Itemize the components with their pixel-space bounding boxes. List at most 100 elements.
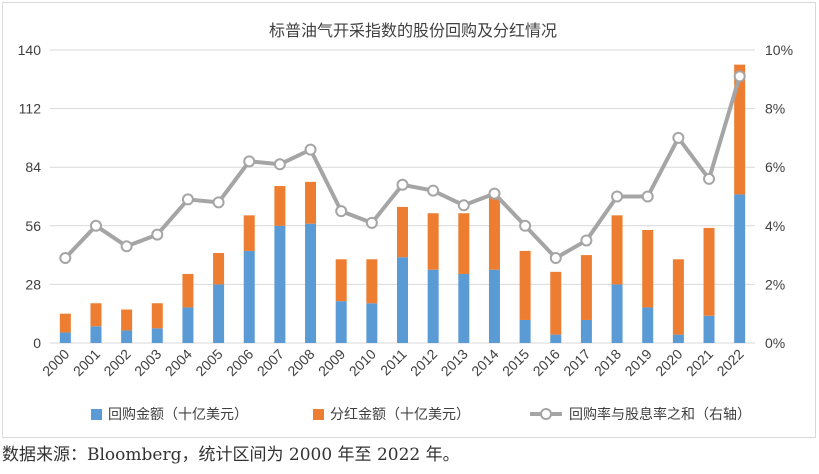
bar-dividend: [734, 64, 746, 195]
legend-label-buyback: 回购金额（十亿美元）: [108, 407, 248, 423]
x-tick-label: 2008: [284, 346, 317, 379]
bar-dividend: [335, 259, 347, 302]
bar-buyback: [488, 269, 500, 343]
x-tick-label: 2018: [591, 346, 624, 379]
bar-buyback: [305, 223, 317, 343]
ratio-point: [733, 70, 746, 83]
x-tick-label: 2010: [346, 346, 379, 379]
bar-dividend: [672, 259, 684, 335]
x-tick-label: 2012: [407, 346, 440, 379]
ratio-point: [457, 199, 470, 212]
x-tick-label: 2016: [530, 346, 563, 379]
ratio-point: [304, 143, 317, 156]
bar-dividend: [305, 181, 317, 224]
bar-dividend: [397, 206, 408, 258]
ratio-point: [59, 252, 72, 265]
source-note: 数据来源：Bloomberg，统计区间为 2000 年至 2022 年。: [2, 445, 460, 465]
bar-dividend: [519, 250, 531, 320]
ratio-point: [549, 252, 562, 265]
legend-label-ratio: 回购率与股息率之和（右轴）: [569, 406, 751, 423]
bar-buyback: [274, 225, 286, 343]
bar-buyback: [672, 334, 684, 343]
ratio-point: [243, 155, 256, 168]
bar-dividend: [703, 227, 715, 316]
x-tick-label: 2009: [315, 346, 348, 379]
ratio-line: [59, 70, 746, 265]
right-tick-label: 2%: [765, 276, 785, 292]
bar-dividend: [59, 313, 71, 333]
legend-swatch-dividend: [313, 409, 324, 420]
x-tick-label: 2011: [377, 346, 410, 379]
bar-dividend: [366, 259, 378, 304]
bar-buyback: [397, 257, 408, 343]
bar-dividend: [90, 303, 102, 327]
x-tick-label: 2022: [713, 346, 746, 379]
bar-dividend: [427, 213, 439, 270]
ratio-point: [703, 172, 716, 185]
bar-buyback: [458, 273, 470, 343]
ratio-point: [672, 131, 685, 144]
x-tick-label: 2004: [162, 346, 195, 379]
bar-buyback: [151, 328, 163, 343]
x-axis-ticks: 2000200120022003200420052006200720082009…: [39, 346, 747, 379]
ratio-point: [519, 219, 532, 232]
ratio-point: [89, 219, 102, 232]
chart-title: 标普油气开采指数的股份回购及分红情况: [269, 21, 557, 40]
bar-buyback: [90, 326, 102, 343]
ratio-point: [611, 190, 624, 203]
right-tick-label: 6%: [765, 159, 785, 175]
ratio-point: [641, 190, 654, 203]
ratio-point: [365, 216, 378, 229]
bar-buyback: [427, 269, 439, 343]
ratio-point: [580, 234, 593, 247]
x-tick-label: 2002: [100, 346, 133, 379]
left-tick-label: 28: [25, 276, 41, 292]
x-tick-label: 2000: [39, 346, 72, 379]
ratio-point: [273, 158, 286, 171]
legend: 回购金额（十亿美元） 分红金额（十亿美元） 回购率与股息率之和（右轴）: [91, 406, 751, 423]
x-tick-label: 2015: [499, 346, 532, 379]
bar-buyback: [59, 332, 71, 343]
left-axis-ticks: 0 28 56 84 112 140: [18, 42, 42, 351]
bar-dividend: [458, 213, 470, 274]
bar-buyback: [550, 334, 562, 343]
x-tick-label: 2001: [70, 346, 103, 379]
x-tick-label: 2003: [131, 346, 164, 379]
x-tick-label: 2021: [683, 346, 716, 379]
bar-dividend: [274, 186, 286, 226]
right-tick-label: 4%: [765, 218, 785, 234]
ratio-point: [488, 187, 501, 200]
x-tick-label: 2013: [438, 346, 471, 379]
chart-canvas: 标普油气开采指数的股份回购及分红情况 0 28 56 84 112 140 0% 2% 4% 6…: [18, 21, 793, 423]
left-tick-label: 0: [33, 335, 41, 351]
right-axis-ticks: 0% 2% 4% 6% 8% 10%: [765, 42, 793, 351]
bar-buyback: [366, 303, 378, 343]
bar-dividend: [611, 215, 623, 285]
bar-buyback: [642, 307, 654, 343]
bar-buyback: [519, 319, 531, 343]
x-tick-label: 2006: [223, 346, 256, 379]
bar-dividend: [550, 271, 562, 335]
x-tick-label: 2007: [254, 346, 287, 379]
bar-dividend: [213, 253, 225, 285]
bar-buyback: [611, 284, 623, 343]
bar-buyback: [703, 315, 715, 343]
ratio-point: [151, 228, 164, 241]
ratio-point: [335, 205, 348, 218]
bar-buyback: [213, 284, 225, 343]
bar-dividend: [580, 255, 592, 320]
right-tick-label: 8%: [765, 101, 785, 117]
bar-dividend: [488, 196, 500, 270]
x-tick-label: 2005: [192, 346, 225, 379]
bar-buyback: [734, 194, 746, 343]
right-tick-label: 10%: [765, 42, 793, 58]
x-tick-label: 2014: [468, 346, 501, 379]
bar-dividend: [642, 229, 654, 308]
left-tick-label: 112: [19, 101, 42, 117]
legend-label-dividend: 分红金额（十亿美元）: [330, 407, 470, 423]
left-tick-label: 56: [25, 218, 41, 234]
ratio-point: [427, 184, 440, 197]
bar-dividend: [151, 303, 163, 329]
left-tick-label: 140: [18, 42, 42, 58]
legend-marker-ratio: [540, 408, 552, 420]
